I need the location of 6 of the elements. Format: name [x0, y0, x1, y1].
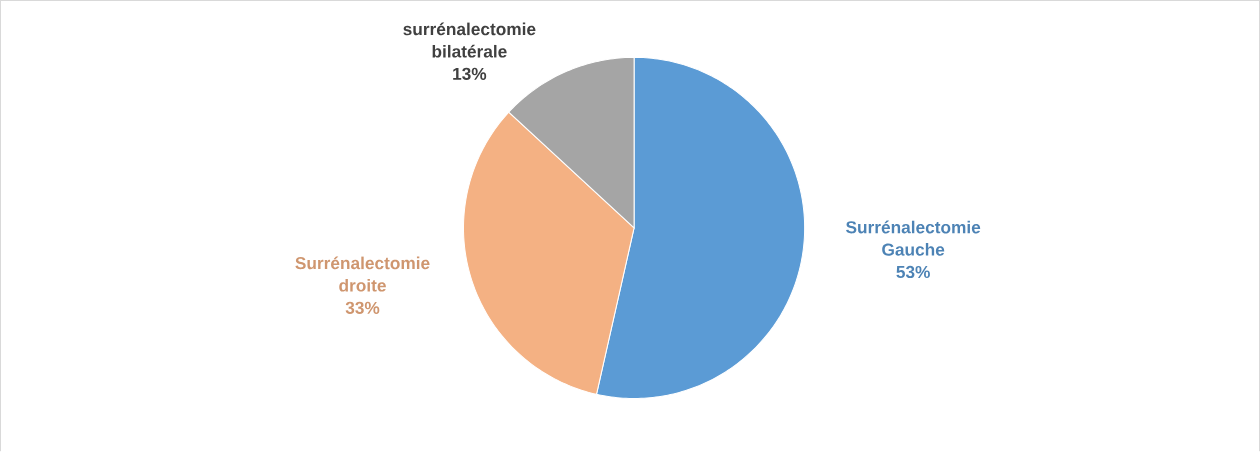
data-label: 13%: [453, 67, 487, 81]
data-label: 33%: [345, 301, 380, 315]
slice-label: Surrénalectomie droite: [295, 256, 430, 292]
slice-label: Surrénalectomie Gauche: [846, 220, 981, 256]
data-label: 53%: [896, 265, 930, 279]
slice-label: surrénalectomie bilatérale: [403, 22, 536, 58]
